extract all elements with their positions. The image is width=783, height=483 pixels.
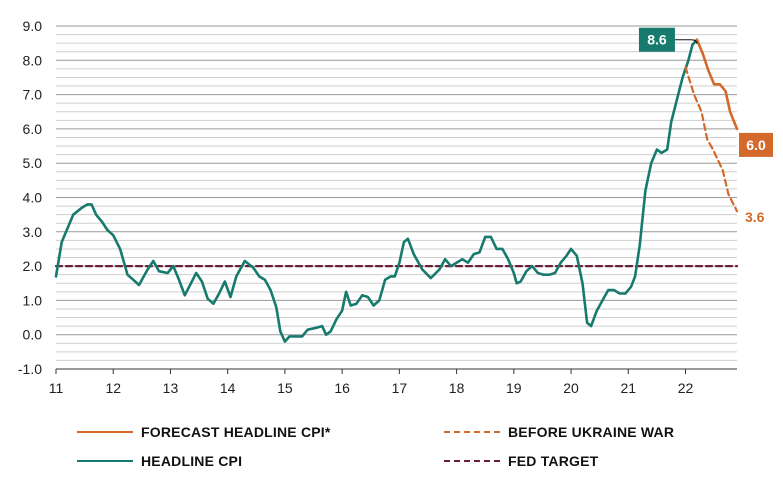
x-tick-label: 22 [678,380,694,396]
y-tick-label: -1.0 [18,361,42,377]
before-war-end-label: 3.6 [745,209,765,225]
x-tick-label: 14 [220,380,236,396]
legend-before-ukraine-war: BEFORE UKRAINE WAR [444,424,674,440]
y-tick-label: 9.0 [23,18,43,34]
gridlines [56,25,737,370]
legend-headline-cpi: HEADLINE CPI [77,453,242,469]
y-tick-label: 5.0 [23,155,43,171]
legend-swatch-before-ukraine [444,431,500,433]
forecast-end-label: 6.0 [746,137,766,153]
y-tick-label: 0.0 [23,327,43,343]
y-axis-tick-labels: 9.0 8.0 7.0 6.0 5.0 4.0 3.0 2.0 1.0 0.0 -1.0 [18,18,42,377]
x-tick-label: 11 [49,380,64,396]
legend-swatch-headline [77,460,133,462]
forecast-end-label-box [739,132,773,157]
x-tick-label: 21 [620,380,636,396]
x-tick-label: 20 [563,380,579,396]
legend-fed-target: FED TARGET [444,453,598,469]
legend-swatch-fed-target [444,460,500,462]
x-tick-label: 15 [277,380,293,396]
legend-label-fed-target: FED TARGET [508,453,599,469]
y-tick-label: 6.0 [23,121,43,137]
peak-label: 8.6 [647,32,667,48]
peak-leader-line [674,39,698,44]
series-line-before-ukraine-war [684,66,739,213]
legend-forecast-headline-cpi: FORECAST HEADLINE CPI* [77,424,331,440]
x-tick-label: 17 [392,380,408,396]
y-tick-label: 2.0 [23,258,43,274]
peak-label-box [638,27,675,52]
data-labels: 8.6 6.0 3.6 [638,27,773,225]
legend-swatch-forecast [77,431,133,433]
y-tick-label: 1.0 [23,292,43,308]
legend-label-before-ukraine: BEFORE UKRAINE WAR [508,424,675,440]
x-tick-label: 16 [334,380,350,396]
y-tick-label: 8.0 [23,52,43,68]
x-tick-label: 13 [163,380,179,396]
x-tick-label: 12 [105,380,121,396]
legend-label-headline: HEADLINE CPI [141,453,243,469]
series-line-forecast-headline-cpi [695,38,739,131]
x-axis-tick-labels: 11 12 13 14 15 16 17 18 19 20 21 22 [49,369,694,396]
series-line-headline-cpi [54,38,699,343]
x-tick-label: 18 [449,380,465,396]
legend-label-forecast: FORECAST HEADLINE CPI* [141,424,331,440]
y-tick-label: 7.0 [23,87,43,103]
y-tick-label: 3.0 [23,224,43,240]
series-lines [54,38,739,343]
x-tick-label: 19 [506,380,522,396]
y-tick-label: 4.0 [23,190,43,206]
